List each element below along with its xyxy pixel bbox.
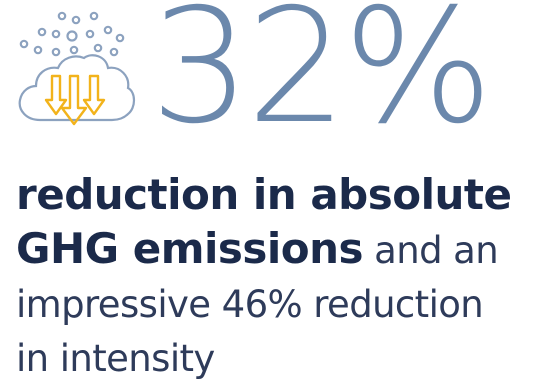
headline-bold-text: GHG emissions bbox=[16, 224, 364, 273]
cloud-with-down-arrows-icon bbox=[18, 11, 136, 126]
description-text: reduction in absolute GHG emissions and … bbox=[16, 170, 536, 384]
headline-continuation-text: and an bbox=[363, 229, 499, 272]
stat-percentage: 32% bbox=[150, 0, 493, 159]
headline-line-1: reduction in absolute bbox=[16, 170, 512, 219]
headline-line-2: GHG emissions and an bbox=[16, 224, 536, 274]
emissions-reduction-icon bbox=[16, 10, 136, 130]
body-line-3: impressive 46% reduction bbox=[16, 283, 484, 326]
body-line-4: in intensity bbox=[16, 337, 215, 380]
